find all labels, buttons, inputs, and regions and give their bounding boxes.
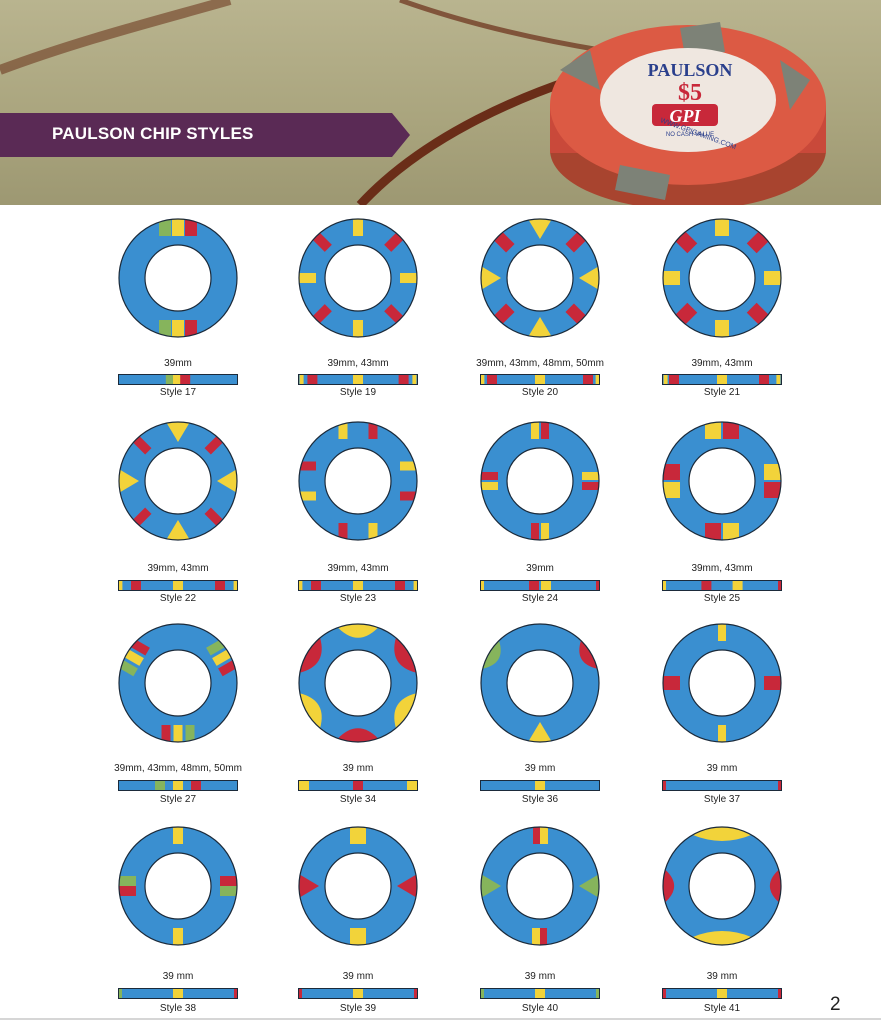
chip-size-label: 39 mm xyxy=(524,763,556,774)
chip-edge-illustration xyxy=(298,988,418,999)
chip-style-label: Style 38 xyxy=(159,1003,197,1014)
chip-face-illustration xyxy=(298,421,418,541)
chip-style-card: 39 mm Style 34 xyxy=(268,622,448,812)
chip-size-label: 39 mm xyxy=(706,971,738,982)
chip-face-illustration xyxy=(662,826,782,946)
chip-style-card: 39mm, 43mm Style 23 xyxy=(268,420,448,610)
svg-text:PAULSON: PAULSON xyxy=(648,60,733,80)
chip-style-label: Style 36 xyxy=(521,794,559,805)
chip-style-card: 39mm, 43mm Style 21 xyxy=(632,217,812,407)
chip-edge-illustration xyxy=(298,374,418,385)
chip-edge-illustration xyxy=(662,988,782,999)
chip-edge-illustration xyxy=(480,374,600,385)
chip-face-illustration xyxy=(298,826,418,946)
chip-size-label: 39mm, 43mm xyxy=(691,358,753,369)
chip-edge-illustration xyxy=(118,780,238,791)
svg-text:GPI: GPI xyxy=(670,106,702,126)
chip-style-label: Style 41 xyxy=(703,1003,741,1014)
chip-style-label: Style 39 xyxy=(339,1003,377,1014)
svg-text:NO CASH VALUE: NO CASH VALUE xyxy=(666,132,714,138)
chip-face-illustration xyxy=(118,421,238,541)
footer-divider xyxy=(0,1018,881,1020)
chip-edge-illustration xyxy=(298,780,418,791)
chip-face-illustration xyxy=(480,826,600,946)
felt-table-image: PAULSON $5 GPI NO CASH VALUE WWW.GPIGAMI… xyxy=(0,0,826,205)
chip-size-label: 39mm, 43mm xyxy=(147,563,209,574)
hero-photo: PAULSON $5 GPI NO CASH VALUE WWW.GPIGAMI… xyxy=(0,0,881,205)
chip-size-label: 39mm, 43mm xyxy=(327,358,389,369)
chip-face-illustration xyxy=(118,218,238,338)
chip-face-illustration xyxy=(298,623,418,743)
chip-size-label: 39mm, 43mm, 48mm, 50mm xyxy=(114,763,242,774)
chip-size-label: 39mm xyxy=(526,563,554,574)
chip-style-label: Style 22 xyxy=(159,593,197,604)
page-number: 2 xyxy=(830,994,841,1015)
chip-size-label: 39 mm xyxy=(706,763,738,774)
chip-edge-illustration xyxy=(480,580,600,591)
chip-edge-illustration xyxy=(662,580,782,591)
page-title: PAULSON CHIP STYLES xyxy=(52,124,254,143)
chip-style-label: Style 24 xyxy=(521,593,559,604)
chip-edge-illustration xyxy=(298,580,418,591)
chip-size-label: 39mm xyxy=(164,358,192,369)
chip-size-label: 39 mm xyxy=(162,971,194,982)
chip-style-card: 39mm, 43mm Style 22 xyxy=(88,420,268,610)
chip-style-card: 39 mm Style 40 xyxy=(450,825,630,1015)
chip-edge-illustration xyxy=(662,780,782,791)
chip-edge-illustration xyxy=(480,780,600,791)
chip-style-card: 39mm, 43mm Style 25 xyxy=(632,420,812,610)
chip-style-card: 39mm, 43mm, 48mm, 50mm Style 27 xyxy=(88,622,268,812)
chip-style-card: 39 mm Style 38 xyxy=(88,825,268,1015)
chip-style-card: 39mm Style 17 xyxy=(88,217,268,407)
chip-face-illustration xyxy=(480,218,600,338)
chip-style-card: 39mm, 43mm, 48mm, 50mm Style 20 xyxy=(450,217,630,407)
chip-face-illustration xyxy=(480,421,600,541)
chip-size-label: 39mm, 43mm xyxy=(691,563,753,574)
chip-style-card: 39 mm Style 39 xyxy=(268,825,448,1015)
paulson-chip-image: PAULSON $5 GPI NO CASH VALUE WWW.GPIGAMI… xyxy=(550,22,826,205)
chip-style-card: 39mm Style 24 xyxy=(450,420,630,610)
chip-style-label: Style 34 xyxy=(339,794,377,805)
chip-style-label: Style 27 xyxy=(159,794,197,805)
chip-face-illustration xyxy=(118,826,238,946)
chip-edge-illustration xyxy=(662,374,782,385)
chip-edge-illustration xyxy=(118,988,238,999)
chip-style-label: Style 23 xyxy=(339,593,377,604)
chip-style-label: Style 25 xyxy=(703,593,741,604)
chip-size-label: 39 mm xyxy=(524,971,556,982)
chip-edge-illustration xyxy=(118,374,238,385)
chip-style-card: 39mm, 43mm Style 19 xyxy=(268,217,448,407)
chip-style-card: 39 mm Style 36 xyxy=(450,622,630,812)
chip-face-illustration xyxy=(662,218,782,338)
chip-style-grid: 39mm Style 17 39mm, 43mm Style 19 39mm, 43mm… xyxy=(0,205,881,1014)
chip-face-illustration xyxy=(662,421,782,541)
chip-style-label: Style 17 xyxy=(159,387,197,398)
chip-style-label: Style 40 xyxy=(521,1003,559,1014)
chip-size-label: 39 mm xyxy=(342,971,374,982)
chip-face-illustration xyxy=(662,623,782,743)
chip-edge-illustration xyxy=(480,988,600,999)
chip-face-illustration xyxy=(298,218,418,338)
chip-edge-illustration xyxy=(118,580,238,591)
chip-style-label: Style 19 xyxy=(339,387,377,398)
chip-style-label: Style 37 xyxy=(703,794,741,805)
chip-size-label: 39mm, 43mm, 48mm, 50mm xyxy=(476,358,604,369)
chip-style-card: 39 mm Style 41 xyxy=(632,825,812,1015)
chip-style-label: Style 21 xyxy=(703,387,741,398)
chip-style-card: 39 mm Style 37 xyxy=(632,622,812,812)
chip-style-label: Style 20 xyxy=(521,387,559,398)
chip-size-label: 39 mm xyxy=(342,763,374,774)
title-banner xyxy=(0,113,410,157)
chip-face-illustration xyxy=(480,623,600,743)
chip-size-label: 39mm, 43mm xyxy=(327,563,389,574)
svg-text:$5: $5 xyxy=(678,80,702,106)
chip-face-illustration xyxy=(118,623,238,743)
